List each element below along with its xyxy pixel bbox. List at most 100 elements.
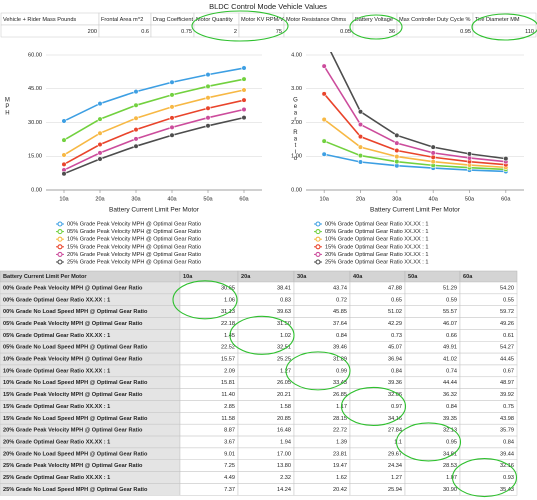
cell-value: 32.13 — [443, 428, 457, 434]
cell-value: 28.53 — [443, 463, 457, 469]
x-axis-title: Battery Current Limit Per Motor — [370, 207, 461, 214]
x-tick-label: 30a — [131, 196, 141, 202]
cell-value: 19.47 — [333, 463, 347, 469]
cell-value: 20.85 — [277, 416, 291, 422]
y-tick-label: 0.00 — [291, 187, 302, 193]
data-point — [205, 115, 211, 121]
data-point — [97, 100, 103, 107]
data-point — [357, 121, 364, 128]
cell-value: 14.24 — [277, 487, 291, 493]
data-point — [169, 115, 175, 121]
y-tick-label: 45.00 — [28, 86, 42, 92]
data-point — [205, 95, 211, 101]
data-point — [321, 151, 327, 157]
cell-value: 51.29 — [443, 285, 457, 291]
cell-value: 39.46 — [333, 345, 347, 351]
data-point — [133, 115, 139, 121]
row-label: 05% Grade Peak Velocity MPH @ Optimal Ge… — [3, 321, 143, 327]
cell-value: 2.32 — [280, 475, 291, 481]
cell-value: 2.09 — [224, 368, 235, 374]
cell-value: 39.63 — [277, 309, 291, 315]
legend-marker — [57, 236, 63, 242]
data-point — [61, 152, 67, 158]
x-axis-title: Battery Current Limit Per Motor — [109, 207, 200, 214]
cell-value: 0.75 — [503, 404, 514, 410]
data-point — [97, 150, 103, 156]
cell-value: 24.34 — [388, 463, 402, 469]
row-label: 20% Grade Optimal Gear Ratio XX.XX : 1 — [3, 439, 110, 445]
series-line — [323, 118, 506, 169]
cell-value: 2.85 — [224, 404, 235, 410]
legend-marker — [315, 244, 321, 250]
legend-marker — [57, 221, 63, 227]
header-label: 50a — [408, 274, 418, 280]
series-line — [63, 99, 245, 166]
legend-label: 10% Grade Peak Velocity MPH @ Optimal Ge… — [67, 237, 201, 243]
cell-value: 22.52 — [221, 345, 235, 351]
cell-value: 23.81 — [333, 451, 347, 457]
data-point — [241, 65, 247, 71]
data-point — [97, 156, 103, 162]
data-point — [241, 115, 247, 121]
row-label: 25% Grade Optimal Gear Ratio XX.XX : 1 — [3, 475, 110, 481]
cell-value: 20.21 — [277, 392, 291, 398]
data-point — [466, 151, 473, 157]
data-point — [321, 63, 327, 69]
cell-value: 1.58 — [280, 404, 291, 410]
cell-value: 28.15 — [333, 416, 347, 422]
data-point — [357, 109, 364, 115]
cell-value: 17.00 — [277, 451, 291, 457]
param-value: 2 — [234, 29, 237, 35]
param-label: Max Controller Duty Cycle % — [399, 17, 471, 23]
cell-value: 59.72 — [500, 309, 514, 315]
data-point — [321, 138, 327, 144]
x-tick-label: 60a — [239, 196, 249, 202]
header-label: 40a — [353, 274, 363, 280]
cell-value: 1.1 — [394, 439, 402, 445]
cell-value: 27.84 — [388, 428, 402, 434]
data-point — [394, 153, 400, 160]
series-line — [329, 52, 506, 160]
highlight-oval — [395, 422, 462, 462]
row-label: 20% Grade Peak Velocity MPH @ Optimal Ge… — [3, 428, 143, 434]
cell-value: 32.06 — [388, 392, 402, 398]
cell-value: 39.92 — [500, 392, 514, 398]
cell-value: 0.55 — [503, 297, 514, 303]
cell-value: 29.67 — [388, 451, 402, 457]
cell-value: 0.97 — [391, 404, 402, 410]
cell-value: 4.49 — [224, 475, 235, 481]
cell-value: 1.07 — [446, 475, 457, 481]
cell-value: 8.87 — [224, 428, 235, 434]
cell-value: 1.27 — [391, 475, 402, 481]
data-point — [169, 79, 175, 85]
data-point — [241, 97, 247, 103]
header-label: Battery Current Limit Per Motor — [3, 274, 87, 280]
data-point — [241, 106, 247, 113]
cell-value: 15.81 — [221, 380, 235, 386]
cell-value: 22.72 — [333, 428, 347, 434]
cell-value: 31.13 — [221, 309, 235, 315]
cell-value: 39.36 — [388, 380, 402, 386]
legend-label: 00% Grade Peak Velocity MPH @ Optimal Ge… — [67, 221, 201, 227]
row-label: 10% Grade No Load Speed MPH @ Optimal Ge… — [3, 380, 148, 386]
data-point — [169, 132, 175, 138]
series-line — [63, 108, 245, 171]
cell-value: 0.93 — [503, 475, 514, 481]
data-point — [205, 71, 211, 78]
legend-label: 20% Grade Optimal Gear Ratio XX.XX : 1 — [325, 252, 429, 258]
cell-value: 26.85 — [333, 392, 347, 398]
param-label: Battery Voltage — [355, 17, 393, 23]
y-tick-label: 0.00 — [31, 187, 42, 193]
param-value: 36 — [389, 29, 395, 35]
series-line — [63, 116, 245, 175]
legend-marker — [315, 251, 321, 257]
data-point — [133, 102, 139, 108]
y-tick-label: 1.00 — [291, 154, 302, 160]
cell-value: 33.43 — [333, 380, 347, 386]
legend-marker — [57, 259, 63, 265]
highlight-oval — [191, 10, 289, 42]
cell-value: 15.57 — [221, 357, 235, 363]
param-value: 200 — [88, 29, 97, 35]
data-point — [394, 140, 400, 146]
series-line — [63, 78, 245, 141]
